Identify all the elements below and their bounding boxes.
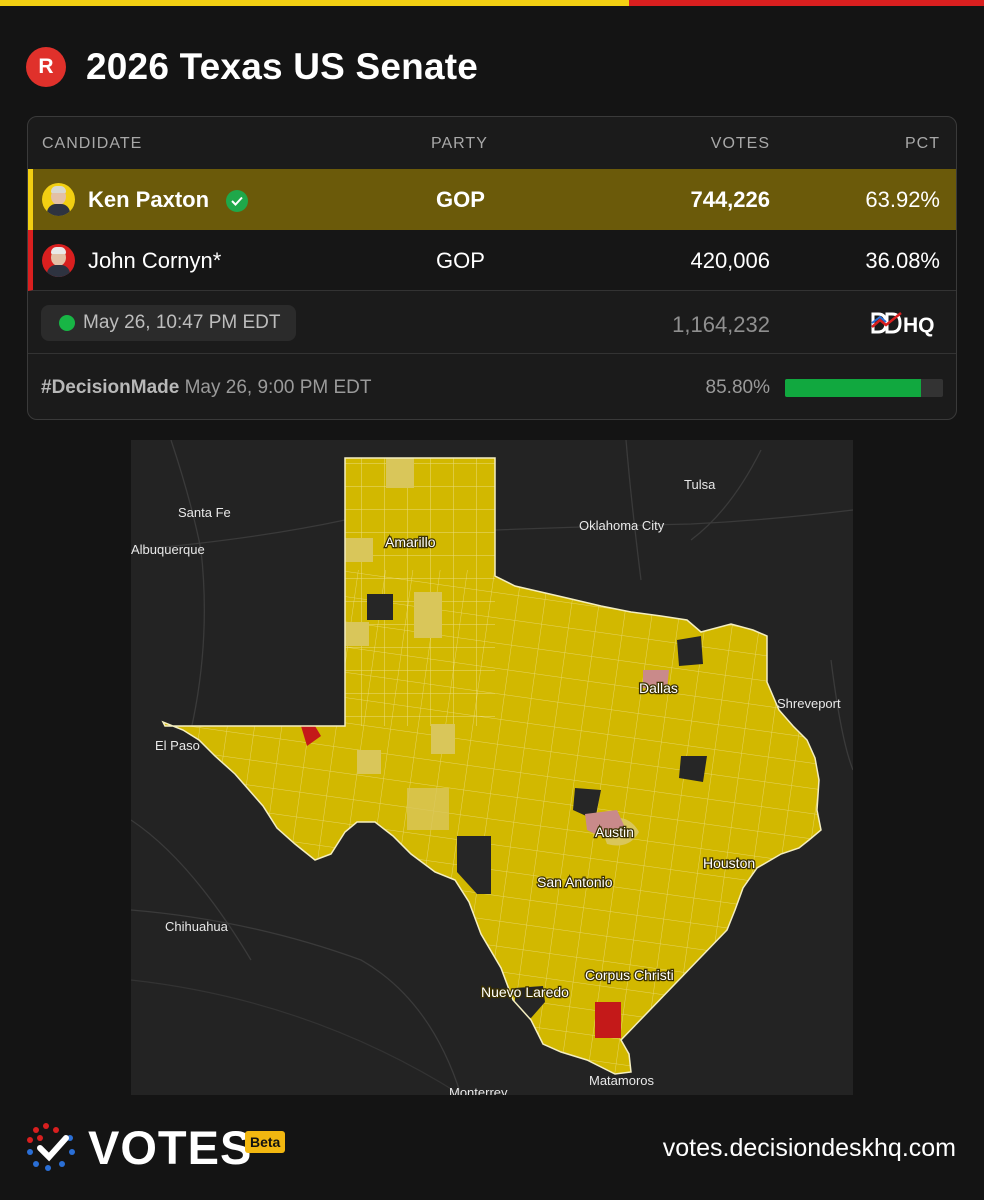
table-header: CANDIDATE PARTY VOTES PCT [28, 117, 956, 169]
reporting-progress-bar [785, 379, 943, 397]
column-header-pct: PCT [905, 135, 940, 152]
map-label-chihuahua: Chihuahua [165, 919, 229, 934]
winner-check-icon [226, 190, 248, 212]
republican-party-icon: R [26, 47, 66, 87]
results-table: CANDIDATE PARTY VOTES PCT Ken Paxton GOP… [27, 116, 957, 420]
last-updated-time: May 26, 10:47 PM EDT [83, 312, 281, 333]
ddhq-logo-icon: HQ [871, 312, 935, 337]
map-label-monterrey: Monterrey [449, 1085, 508, 1095]
svg-text:HQ: HQ [903, 314, 935, 337]
county-results-map[interactable]: Santa Fe Albuquerque Tulsa Oklahoma City… [131, 440, 853, 1095]
total-votes: 1,164,232 [672, 312, 770, 337]
race-title: 2026 Texas US Senate [86, 46, 479, 87]
map-label-nuevo-laredo: Nuevo Laredo [481, 984, 569, 1000]
map-label-santa-fe: Santa Fe [178, 505, 231, 520]
map-label-matamoros: Matamoros [589, 1073, 655, 1088]
map-label-shreveport: Shreveport [777, 696, 841, 711]
map-label-amarillo: Amarillo [385, 534, 436, 550]
column-header-candidate: CANDIDATE [42, 135, 143, 152]
live-status-dot-icon [59, 315, 75, 331]
table-meta-row: May 26, 10:47 PM EDT 1,164,232 HQ [28, 291, 956, 354]
map-label-corpus-christi: Corpus Christi [585, 967, 674, 983]
candidate-party: GOP [436, 187, 485, 212]
top-bar-paxton-segment [0, 0, 629, 6]
votes-logo-icon [27, 1123, 75, 1171]
decision-row: #DecisionMade May 26, 9:00 PM EDT 85.80% [28, 354, 956, 419]
map-label-el-paso: El Paso [155, 738, 200, 753]
map-label-tulsa: Tulsa [684, 477, 716, 492]
candidate-name: Ken Paxton [88, 187, 210, 212]
basemap-roads [131, 440, 853, 1095]
map-label-oklahoma-city: Oklahoma City [579, 518, 665, 533]
candidate-party: GOP [436, 248, 485, 273]
column-header-votes: VOTES [710, 135, 770, 152]
reporting-progress-fill [785, 379, 921, 397]
map-labels: Santa Fe Albuquerque Tulsa Oklahoma City… [131, 477, 841, 1095]
decision-time: May 26, 9:00 PM EDT [184, 377, 372, 398]
race-header: R 2026 Texas US Senate [26, 44, 478, 90]
texas-map-svg[interactable]: Santa Fe Albuquerque Tulsa Oklahoma City… [131, 440, 853, 1095]
border-line [131, 979, 462, 1095]
candidate-avatar [42, 183, 75, 216]
candidate-votes: 420,006 [690, 248, 770, 273]
candidate-votes: 744,226 [690, 187, 770, 212]
candidate-avatar [42, 244, 75, 277]
candidate-row-cornyn[interactable]: John Cornyn* GOP 420,006 36.08% [28, 230, 956, 291]
map-label-albuquerque: Albuquerque [131, 542, 205, 557]
candidate-name: John Cornyn* [88, 248, 222, 273]
map-label-san-antonio: San Antonio [537, 874, 613, 890]
top-accent-bar [0, 0, 984, 6]
last-updated-pill: May 26, 10:47 PM EDT [41, 305, 297, 341]
decision-hashtag[interactable]: #DecisionMade [41, 377, 180, 398]
top-bar-cornyn-segment [629, 0, 984, 6]
footer: VOTES Beta votes.decisiondeskhq.com [26, 1121, 956, 1174]
map-label-austin: Austin [595, 824, 634, 840]
candidate-pct: 36.08% [865, 248, 940, 273]
decision-label[interactable]: #DecisionMade May 26, 9:00 PM EDT [41, 377, 372, 399]
reporting-percent: 85.80% [705, 377, 770, 398]
site-url[interactable]: votes.decisiondeskhq.com [662, 1134, 956, 1162]
brand-name: VOTES [88, 1121, 253, 1174]
map-label-houston: Houston [703, 855, 755, 871]
column-header-party: PARTY [431, 135, 488, 152]
candidate-pct: 63.92% [865, 187, 940, 212]
candidate-row-paxton[interactable]: Ken Paxton GOP 744,226 63.92% [28, 169, 956, 230]
map-label-dallas: Dallas [639, 680, 678, 696]
beta-badge: Beta [245, 1131, 286, 1153]
